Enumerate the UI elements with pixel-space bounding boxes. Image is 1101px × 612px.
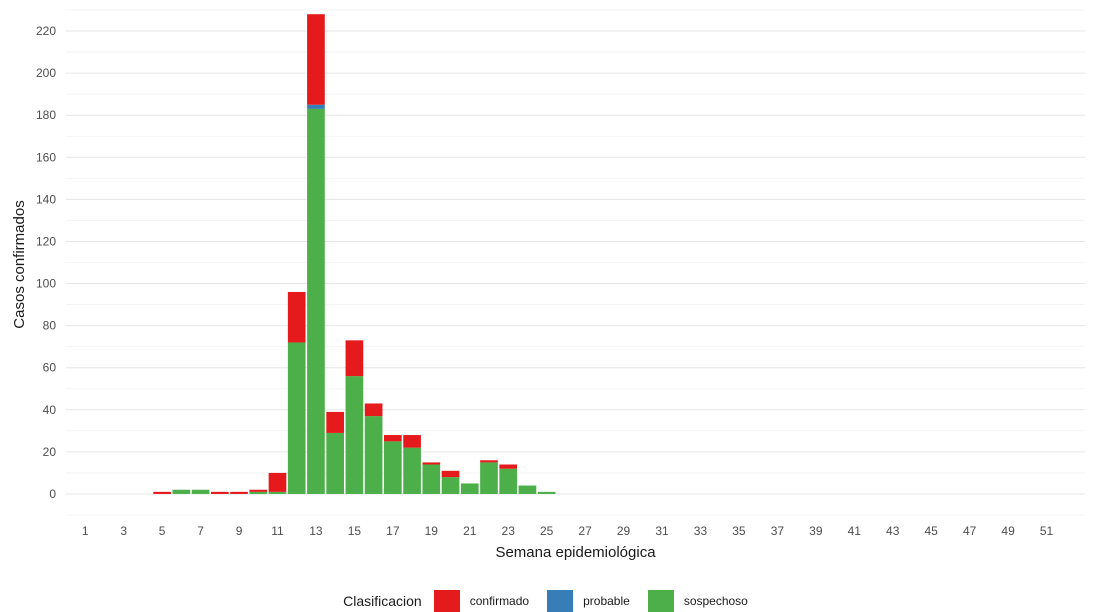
y-tick-label: 80: [43, 319, 57, 333]
bars: [153, 14, 556, 494]
bar-sospechoso-week-6: [172, 489, 191, 494]
bar-sospechoso-week-18: [403, 447, 421, 494]
bar-probable-week-13: [307, 104, 325, 109]
x-tick-label: 41: [848, 524, 862, 538]
bar-sospechoso-week-16: [364, 416, 383, 494]
bar-sospechoso-week-21: [460, 483, 479, 494]
x-tick-label: 11: [271, 524, 284, 538]
bar-confirmado-week-23: [499, 464, 518, 469]
y-tick-label: 40: [43, 403, 57, 417]
bar-sospechoso-week-11: [268, 491, 287, 494]
y-tick-label: 20: [43, 445, 57, 459]
legend-label-sospechoso: sospechoso: [683, 594, 748, 608]
legend: Clasificacion confirmado probable sospec…: [0, 590, 1101, 612]
x-tick-label: 47: [963, 524, 977, 538]
bar-sospechoso-week-23: [499, 468, 518, 494]
bar-sospechoso-week-17: [384, 441, 402, 494]
x-tick-label: 5: [159, 524, 166, 538]
bar-confirmado-week-18: [403, 435, 421, 448]
legend-swatch-probable: [547, 590, 574, 612]
y-tick-label: 100: [36, 277, 56, 291]
y-axis-ticks: 0 20 40 60 80 100 120 140 160 180 200 220: [36, 24, 56, 501]
bar-confirmado-week-9: [230, 491, 248, 494]
x-tick-label: 31: [655, 524, 669, 538]
bar-sospechoso-week-14: [326, 432, 345, 494]
x-tick-label: 13: [309, 524, 323, 538]
bar-sospechoso-week-10: [249, 491, 268, 494]
x-tick-label: 49: [1001, 524, 1015, 538]
bar-sospechoso-week-24: [518, 485, 537, 494]
bar-confirmado-week-16: [364, 403, 383, 417]
y-axis-title: Casos confirmados: [11, 200, 28, 328]
legend-label-probable: probable: [583, 594, 630, 608]
x-tick-label: 7: [197, 524, 204, 538]
x-tick-label: 19: [425, 524, 439, 538]
y-tick-label: 140: [36, 192, 56, 206]
x-tick-label: 51: [1040, 524, 1054, 538]
gridlines: [66, 9, 1085, 516]
bar-confirmado-week-20: [441, 470, 460, 478]
x-tick-label: 3: [120, 524, 127, 538]
x-tick-label: 37: [771, 524, 785, 538]
legend-label-confirmado: confirmado: [469, 594, 530, 608]
bar-sospechoso-week-19: [422, 464, 441, 494]
bar-confirmado-week-15: [345, 340, 364, 377]
x-tick-label: 21: [463, 524, 477, 538]
bar-confirmado-week-17: [384, 435, 402, 442]
y-tick-label: 160: [36, 150, 56, 164]
legend-title: Clasificacion: [343, 593, 422, 609]
bar-confirmado-week-19: [422, 462, 441, 465]
bar-confirmado-week-5: [153, 491, 171, 494]
y-tick-label: 220: [36, 24, 56, 38]
legend-item-sospechoso: sospechoso: [647, 590, 748, 612]
bar-confirmado-week-13: [307, 14, 325, 105]
bar-confirmado-week-8: [210, 491, 229, 494]
legend-item-probable: probable: [547, 590, 630, 612]
x-tick-label: 25: [540, 524, 554, 538]
bar-sospechoso-week-12: [287, 342, 306, 494]
x-axis-ticks: 1 3 5 7 9 11 13 15 17 19 21 23 25 27 29 31 33 35 37 39 41 43 4…: [82, 524, 1054, 538]
x-tick-label: 35: [732, 524, 746, 538]
y-tick-label: 60: [43, 361, 57, 375]
bar-confirmado-week-10: [249, 489, 268, 492]
bar-sospechoso-week-7: [191, 489, 210, 494]
x-tick-label: 17: [386, 524, 400, 538]
x-tick-label: 9: [236, 524, 243, 538]
bar-sospechoso-week-25: [537, 491, 556, 494]
x-tick-label: 39: [809, 524, 823, 538]
x-tick-label: 33: [694, 524, 708, 538]
bar-sospechoso-week-15: [345, 376, 364, 494]
y-tick-label: 120: [36, 234, 56, 248]
legend-item-confirmado: confirmado: [433, 590, 530, 612]
bar-confirmado-week-14: [326, 411, 345, 433]
x-tick-label: 23: [502, 524, 516, 538]
bar-confirmado-week-12: [287, 291, 306, 343]
bar-sospechoso-week-13: [307, 108, 325, 494]
x-axis-title: Semana epidemiológica: [495, 544, 656, 561]
x-tick-label: 27: [578, 524, 592, 538]
bar-confirmado-week-11: [268, 472, 287, 492]
y-tick-label: 180: [36, 108, 56, 122]
y-tick-label: 0: [49, 487, 56, 501]
x-tick-label: 29: [617, 524, 631, 538]
legend-swatch-sospechoso: [647, 590, 674, 612]
x-tick-label: 43: [886, 524, 900, 538]
bar-sospechoso-week-22: [480, 462, 498, 494]
x-tick-label: 15: [348, 524, 362, 538]
x-tick-label: 45: [925, 524, 939, 538]
bar-sospechoso-week-20: [441, 477, 460, 494]
y-tick-label: 200: [36, 66, 56, 80]
legend-swatch-confirmado: [433, 590, 460, 612]
bar-confirmado-week-22: [480, 460, 498, 463]
x-tick-label: 1: [82, 524, 89, 538]
